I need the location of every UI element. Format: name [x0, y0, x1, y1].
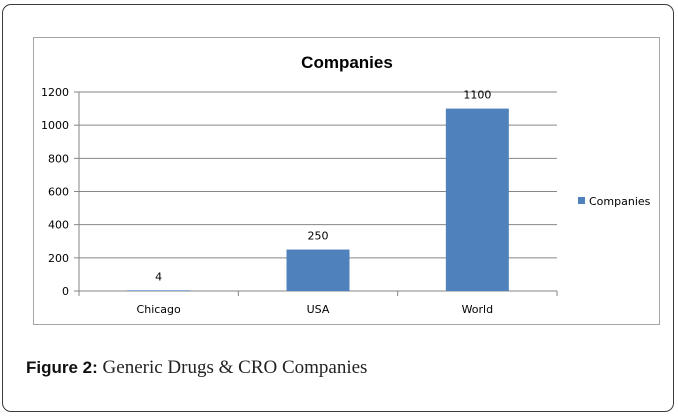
data-label: 250	[308, 230, 329, 243]
data-label: 1100	[463, 89, 491, 102]
x-tick-label: World	[462, 303, 494, 316]
bar-usa	[286, 249, 350, 291]
caption-label: Figure 2:	[26, 358, 98, 377]
chart-title: Companies	[301, 53, 393, 72]
y-tick-label: 0	[62, 285, 69, 298]
y-tick-label: 800	[48, 152, 69, 165]
y-tick-label: 1000	[41, 119, 69, 132]
bar-chicago	[127, 290, 191, 291]
legend-label: Companies	[589, 195, 651, 208]
y-tick-label: 200	[48, 252, 69, 265]
legend-swatch	[578, 197, 585, 204]
bar-world	[445, 108, 509, 291]
data-label: 4	[155, 270, 162, 283]
caption-text: Generic Drugs & CRO Companies	[102, 357, 368, 378]
figure-caption: Figure 2: Generic Drugs & CRO Companies	[26, 357, 367, 379]
y-tick-label: 1200	[41, 86, 69, 99]
x-tick-label: Chicago	[137, 303, 181, 316]
y-tick-label: 400	[48, 219, 69, 232]
x-tick-label: USA	[307, 303, 330, 316]
y-tick-label: 600	[48, 186, 69, 199]
